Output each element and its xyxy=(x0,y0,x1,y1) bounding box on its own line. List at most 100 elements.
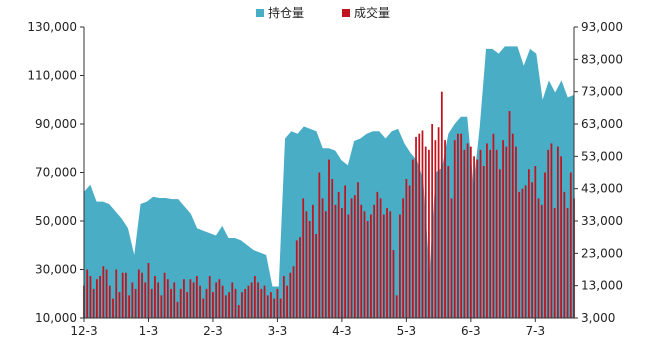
volume-bar xyxy=(402,198,405,318)
volume-bar xyxy=(553,208,556,318)
volume-bars xyxy=(83,91,575,318)
volume-bar xyxy=(421,130,424,318)
volume-bar xyxy=(424,146,427,318)
volume-bar xyxy=(228,292,230,318)
volume-bar xyxy=(460,133,463,318)
volume-bar xyxy=(302,198,305,318)
y-left-ticks: 10,000 30,000 50,000 70,000 90,000 110,000 130… xyxy=(27,20,84,325)
volume-bar xyxy=(115,269,118,318)
volume-bar xyxy=(89,275,92,318)
volume-bar xyxy=(370,214,372,318)
volume-bar xyxy=(405,178,408,318)
volume-bar xyxy=(289,272,292,318)
y-right-tick-label: 23,000 xyxy=(581,246,623,260)
volume-bar xyxy=(192,282,195,318)
volume-bar xyxy=(128,295,131,318)
volume-bar xyxy=(160,295,163,318)
y-left-tick-label: 10,000 xyxy=(35,311,77,325)
volume-bar xyxy=(476,159,479,318)
volume-bar xyxy=(324,211,327,318)
legend-swatch-volume xyxy=(342,9,350,17)
volume-bar xyxy=(560,156,562,318)
volume-bar xyxy=(334,204,337,318)
volume-bar xyxy=(515,146,517,318)
volume-bar xyxy=(321,198,324,318)
volume-bar xyxy=(108,285,111,318)
volume-bar xyxy=(492,133,495,318)
volume-bar xyxy=(163,272,166,318)
volume-bar xyxy=(86,269,89,318)
volume-bar xyxy=(154,275,156,318)
volume-bar xyxy=(331,178,334,318)
volume-bar xyxy=(189,279,192,318)
volume-bar xyxy=(341,208,343,318)
volume-bar xyxy=(399,214,401,318)
volume-bar xyxy=(386,208,388,318)
legend-label-volume: 成交量 xyxy=(354,5,390,20)
volume-bar xyxy=(131,282,134,318)
x-tick-label: 6-3 xyxy=(461,324,481,338)
volume-bar xyxy=(253,275,256,318)
volume-bar xyxy=(328,159,330,318)
volume-bar xyxy=(121,272,124,318)
volume-bar xyxy=(202,298,205,318)
volume-bar xyxy=(379,198,382,318)
volume-bar xyxy=(466,143,469,318)
y-right-tick-label: 13,000 xyxy=(581,279,623,293)
volume-bar xyxy=(408,185,411,318)
volume-bar xyxy=(221,285,224,318)
volume-bar xyxy=(318,172,321,318)
volume-bar xyxy=(537,198,540,318)
volume-bar xyxy=(308,221,311,318)
volume-bar xyxy=(360,204,363,318)
volume-bar xyxy=(144,282,147,318)
y-right-ticks: 3,000 13,000 23,000 33,000 43,000 53,000 63,00… xyxy=(574,20,623,325)
volume-bar xyxy=(224,295,227,318)
volume-bar xyxy=(511,133,514,318)
x-tick-label: 5-3 xyxy=(397,324,417,338)
volume-bar xyxy=(534,166,537,318)
volume-bar xyxy=(557,146,559,318)
volume-bar xyxy=(215,282,218,318)
volume-bar xyxy=(244,288,247,318)
volume-bar xyxy=(273,298,276,318)
volume-bar xyxy=(96,279,98,318)
volume-bar xyxy=(502,140,504,318)
y-left-tick-label: 90,000 xyxy=(35,117,77,131)
y-right-tick-label: 63,000 xyxy=(581,117,623,131)
volume-bar xyxy=(118,292,121,318)
volume-bar xyxy=(544,172,546,318)
volume-bar xyxy=(208,275,211,318)
volume-bar xyxy=(231,282,234,318)
y-right-tick-label: 93,000 xyxy=(581,20,623,34)
volume-bar xyxy=(444,140,446,318)
volume-bar xyxy=(137,269,140,318)
x-tick-label: 2-3 xyxy=(203,324,223,338)
x-tick-label: 3-3 xyxy=(268,324,288,338)
legend: 持仓量 成交量 xyxy=(256,5,390,20)
volume-bar xyxy=(241,292,243,318)
volume-bar xyxy=(431,124,434,318)
volume-bar xyxy=(234,288,237,318)
volume-bar xyxy=(99,275,101,318)
volume-bar xyxy=(141,272,143,318)
y-left-tick-label: 130,000 xyxy=(27,20,77,34)
y-right-tick-label: 83,000 xyxy=(581,52,623,66)
volume-bar xyxy=(295,240,298,318)
volume-bar xyxy=(453,140,456,318)
volume-bar xyxy=(347,214,350,318)
volume-bar xyxy=(299,237,301,318)
x-tick-label: 12-3 xyxy=(70,324,97,338)
volume-bar xyxy=(337,191,340,318)
y-left-tick-label: 70,000 xyxy=(35,166,77,180)
volume-bar xyxy=(286,285,288,318)
volume-bar xyxy=(540,204,543,318)
volume-bar xyxy=(205,288,208,318)
volume-bar xyxy=(263,285,266,318)
volume-bar xyxy=(473,156,475,318)
volume-bar xyxy=(357,182,359,318)
volume-bar xyxy=(524,185,527,318)
volume-bar xyxy=(176,301,179,318)
volume-bar xyxy=(486,143,488,318)
